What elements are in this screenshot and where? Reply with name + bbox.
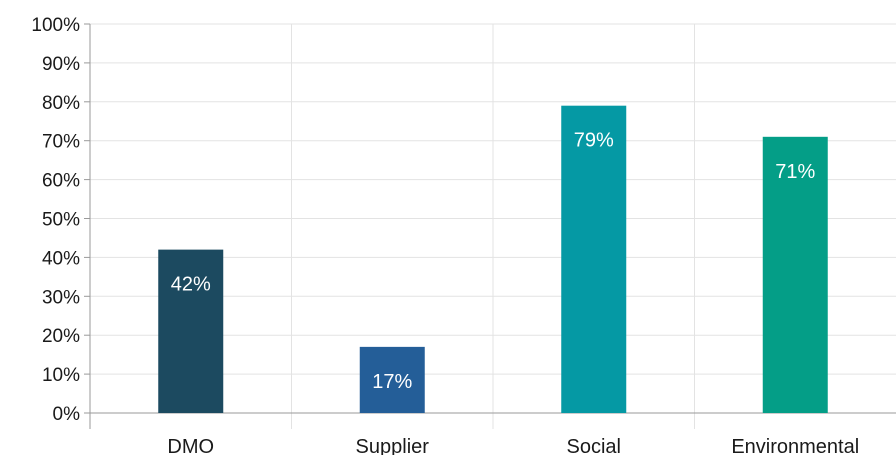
y-tick-label: 30% bbox=[42, 287, 80, 308]
x-tick-label-environmental: Environmental bbox=[731, 436, 859, 455]
axes bbox=[84, 23, 896, 429]
y-tick-label: 10% bbox=[42, 365, 80, 386]
y-tick-label: 20% bbox=[42, 326, 80, 347]
bar-dmo bbox=[158, 249, 224, 413]
labels: 0% 10% 20% 30% 40% 50% 60% 70% 80% 90% 100% 42% DMO 1… bbox=[31, 15, 859, 455]
bars bbox=[158, 105, 828, 413]
bar-social bbox=[561, 105, 627, 413]
data-label-social: 79% bbox=[574, 130, 614, 152]
bar-supplier bbox=[359, 346, 425, 413]
x-tick-label-supplier: Supplier bbox=[356, 436, 430, 455]
y-tick-label: 40% bbox=[42, 248, 80, 269]
y-tick-label: 50% bbox=[42, 210, 80, 231]
y-tick-label: 80% bbox=[42, 93, 80, 114]
y-tick-label: 90% bbox=[42, 54, 80, 75]
data-label-supplier: 17% bbox=[372, 371, 412, 393]
bar-environmental bbox=[762, 136, 828, 413]
data-label-environmental: 71% bbox=[775, 161, 815, 183]
gridlines bbox=[90, 23, 896, 429]
data-label-dmo: 42% bbox=[171, 274, 211, 296]
y-tick-label: 0% bbox=[53, 404, 81, 425]
y-tick-label: 100% bbox=[31, 15, 80, 36]
y-tick-label: 60% bbox=[42, 171, 80, 192]
x-tick-label-dmo: DMO bbox=[167, 436, 214, 455]
y-tick-label: 70% bbox=[42, 132, 80, 153]
x-tick-label-social: Social bbox=[567, 436, 621, 455]
